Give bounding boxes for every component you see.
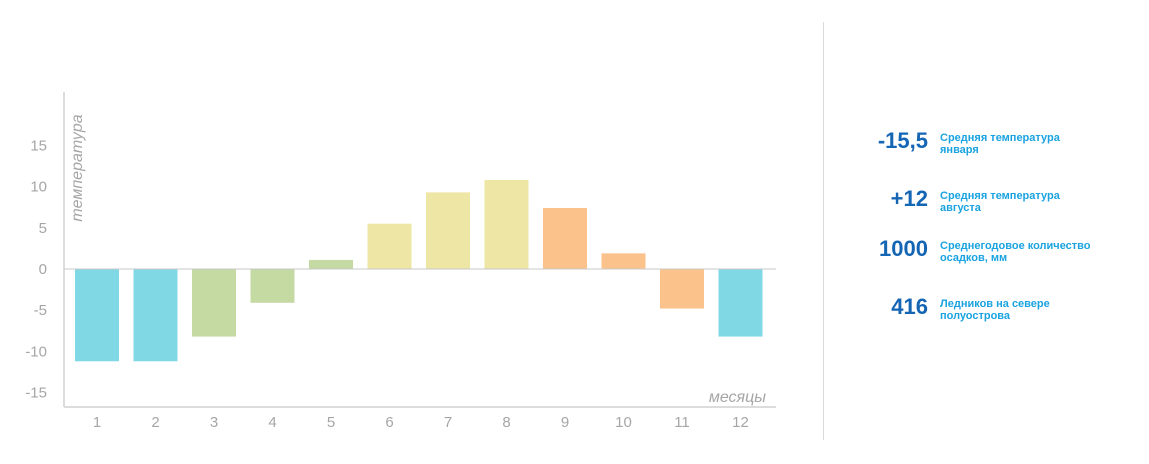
x-ticks: 1 2 3 4 5 6 7 8 9 10 11 12	[93, 414, 749, 431]
stat-value: 416	[891, 294, 928, 319]
stat-label: Средняя температура августа	[940, 190, 1130, 214]
x-tick-label: 1	[93, 414, 101, 431]
y-tick-label: -5	[34, 302, 47, 319]
bar-month-9	[543, 208, 587, 269]
y-ticks: -15 -10 -5 0 5 10 15	[25, 137, 47, 401]
x-tick-label: 8	[502, 414, 510, 431]
x-tick-label: 10	[615, 414, 632, 431]
bar-month-6	[367, 223, 412, 269]
y-tick-label: -10	[25, 343, 47, 360]
bar-month-11	[660, 269, 704, 309]
x-tick-label: 2	[151, 414, 159, 431]
stat-annual-precipitation: 1000 Среднегодовое количество осадков, м…	[838, 234, 1138, 274]
vertical-divider	[823, 22, 824, 440]
stat-label: Ледников на севере полуострова	[940, 298, 1130, 322]
x-tick-label: 5	[327, 414, 335, 431]
x-tick-label: 4	[268, 414, 276, 431]
bar-month-4	[250, 269, 295, 303]
stat-label-line: августа	[940, 202, 981, 214]
bar-month-1	[75, 269, 119, 362]
stat-value: -15,5	[877, 128, 928, 153]
x-tick-label: 6	[385, 414, 393, 431]
stat-label-line: полуострова	[940, 310, 1011, 322]
stat-value: 1000	[879, 236, 928, 261]
y-tick-label: 15	[30, 137, 47, 154]
bar-month-10	[601, 253, 646, 269]
y-tick-label: 10	[30, 179, 47, 196]
x-tick-label: 3	[210, 414, 218, 431]
stat-label-line: Средняя температура	[940, 190, 1060, 202]
bar-month-3	[192, 269, 236, 337]
stat-label-line: января	[940, 144, 979, 156]
bar-month-12	[718, 269, 763, 337]
x-tick-label: 7	[444, 414, 452, 431]
stat-august-temperature: +12 Средняя температура августа	[838, 184, 1138, 224]
y-axis-title: температура	[69, 114, 86, 221]
stat-label: Среднегодовое количество осадков, мм	[940, 240, 1130, 264]
x-tick-label: 11	[674, 414, 690, 431]
bar-month-2	[133, 269, 178, 362]
stat-label-line: осадков, мм	[940, 252, 1008, 264]
y-tick-label: -15	[25, 385, 47, 402]
x-axis-title: месяцы	[709, 389, 766, 406]
x-tick-label: 12	[732, 414, 749, 431]
bars-layer	[75, 180, 763, 362]
bar-month-5	[309, 259, 353, 269]
stat-label-line: Средняя температура	[940, 132, 1060, 144]
bar-month-8	[484, 180, 529, 269]
x-tick-label: 9	[561, 414, 569, 431]
stat-label-line: Среднегодовое количество	[940, 240, 1091, 252]
stat-value: +12	[890, 186, 928, 211]
y-tick-label: 5	[39, 220, 47, 237]
stat-january-temperature: -15,5 Средняя температура января	[838, 126, 1138, 166]
stat-glaciers-count: 416 Ледников на севере полуострова	[838, 292, 1138, 332]
bar-month-7	[426, 192, 470, 269]
y-tick-label: 0	[39, 261, 47, 278]
stat-label-line: Ледников на севере	[940, 298, 1050, 310]
stat-label: Средняя температура января	[940, 132, 1130, 156]
